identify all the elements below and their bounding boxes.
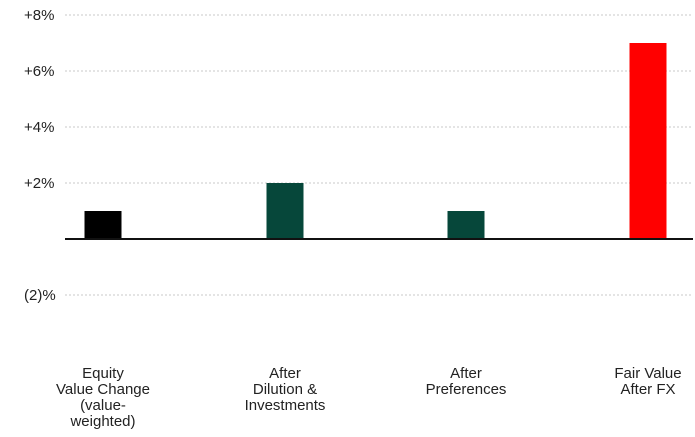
category-label: Fair Value After FX [614, 365, 681, 398]
category-label: After Dilution & Investments [245, 365, 326, 414]
category-label-line: Investments [245, 397, 326, 414]
category-label: Equity Value Change (value-weighted) [56, 365, 150, 430]
y-tick-label: +2% [24, 175, 54, 192]
bars [84, 43, 667, 239]
category-label-line: After [450, 365, 482, 382]
y-tick-label: (2)% [24, 287, 56, 304]
bar [266, 183, 304, 239]
category-label-line: Value Change [56, 381, 150, 398]
bar [447, 211, 485, 239]
category-label-line: Dilution & [253, 381, 317, 398]
category-label: After Preferences [426, 365, 507, 398]
y-axis-tick-labels: +8% +6% +4% +2% (2)% [24, 7, 56, 304]
category-label-line: (value- [80, 397, 126, 414]
category-label-line: weighted) [69, 413, 135, 430]
category-label-line: Fair Value [614, 365, 681, 382]
category-label-line: After FX [620, 381, 675, 398]
category-label-line: Equity [82, 365, 124, 382]
y-tick-label: +8% [24, 7, 54, 24]
category-label-line: After [269, 365, 301, 382]
bar [629, 43, 667, 239]
y-tick-label: +6% [24, 63, 54, 80]
gridlines [65, 14, 693, 296]
bar [84, 211, 122, 239]
category-label-line: Preferences [426, 381, 507, 398]
category-labels: Equity Value Change (value-weighted)After D… [56, 365, 682, 430]
y-tick-label: +4% [24, 119, 54, 136]
